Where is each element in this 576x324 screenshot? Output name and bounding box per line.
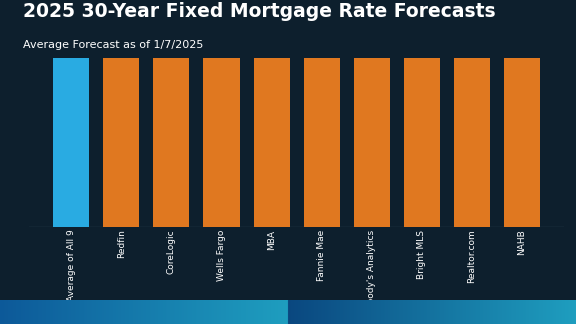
Bar [103,0,139,227]
Bar [404,0,440,227]
Bar [504,0,540,227]
Text: Average Forecast as of 1/7/2025: Average Forecast as of 1/7/2025 [23,40,203,51]
Bar [203,0,240,227]
Text: 2025 30-Year Fixed Mortgage Rate Forecasts: 2025 30-Year Fixed Mortgage Rate Forecas… [23,2,496,21]
Bar [304,0,340,227]
Bar [253,0,290,227]
Bar [454,0,490,227]
Bar [354,0,390,227]
Bar [153,0,190,227]
Bar [53,0,89,227]
